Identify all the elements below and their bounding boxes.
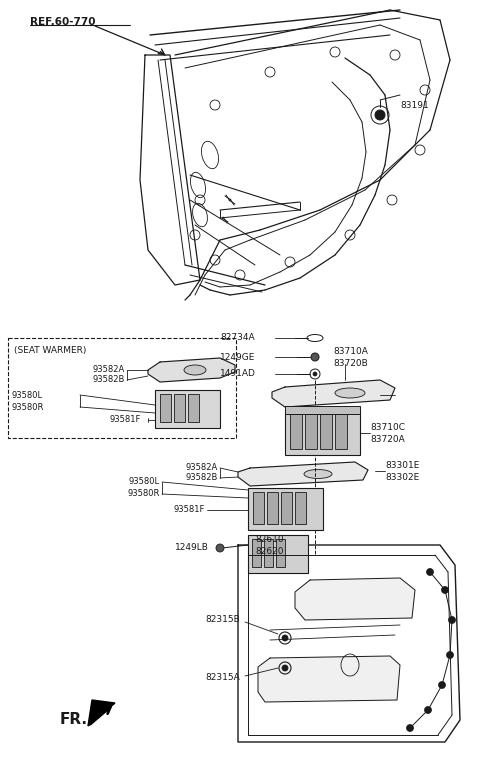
Circle shape bbox=[427, 568, 433, 575]
Bar bbox=[188, 394, 199, 422]
Text: 82620: 82620 bbox=[255, 547, 284, 556]
Circle shape bbox=[442, 587, 448, 594]
Text: 93582B: 93582B bbox=[93, 376, 125, 385]
Ellipse shape bbox=[284, 499, 289, 511]
Text: 93581F: 93581F bbox=[110, 415, 142, 424]
Text: 1249GE: 1249GE bbox=[220, 352, 255, 361]
Polygon shape bbox=[238, 545, 460, 742]
Bar bbox=[248, 488, 323, 530]
Text: 83710C: 83710C bbox=[370, 424, 405, 433]
Ellipse shape bbox=[163, 400, 168, 410]
Bar bbox=[285, 406, 360, 414]
Bar bbox=[174, 394, 185, 422]
Circle shape bbox=[375, 110, 385, 120]
Ellipse shape bbox=[177, 400, 182, 410]
Polygon shape bbox=[238, 462, 368, 486]
Text: 1249LB: 1249LB bbox=[175, 543, 209, 553]
Bar bbox=[305, 414, 317, 449]
Ellipse shape bbox=[304, 470, 332, 478]
Polygon shape bbox=[88, 700, 115, 726]
Bar bbox=[267, 492, 278, 524]
Circle shape bbox=[311, 353, 319, 361]
Polygon shape bbox=[272, 380, 395, 407]
Text: 83720B: 83720B bbox=[333, 358, 368, 367]
Ellipse shape bbox=[191, 400, 196, 410]
Text: 82315A: 82315A bbox=[205, 673, 240, 682]
Bar bbox=[8, 338, 236, 438]
Bar bbox=[281, 492, 292, 524]
Circle shape bbox=[282, 665, 288, 671]
Ellipse shape bbox=[308, 422, 314, 434]
Circle shape bbox=[216, 544, 224, 552]
Ellipse shape bbox=[184, 365, 206, 375]
Text: 93582B: 93582B bbox=[186, 474, 218, 483]
Circle shape bbox=[446, 651, 454, 659]
Circle shape bbox=[439, 682, 445, 688]
Ellipse shape bbox=[323, 422, 329, 434]
Text: 93580R: 93580R bbox=[128, 490, 160, 499]
Text: 1491AD: 1491AD bbox=[220, 370, 256, 379]
Bar bbox=[248, 535, 308, 573]
Bar bbox=[160, 394, 171, 422]
Text: 93581F: 93581F bbox=[174, 505, 205, 515]
Ellipse shape bbox=[292, 422, 300, 434]
Text: REF.60-770: REF.60-770 bbox=[30, 17, 96, 27]
Polygon shape bbox=[258, 656, 400, 702]
Text: FR.: FR. bbox=[60, 713, 88, 727]
Bar bbox=[285, 410, 360, 455]
Ellipse shape bbox=[335, 388, 365, 398]
Text: 82315B: 82315B bbox=[205, 616, 240, 625]
Bar bbox=[155, 390, 220, 428]
Bar bbox=[264, 539, 273, 567]
Text: (SEAT WARMER): (SEAT WARMER) bbox=[14, 345, 86, 354]
Text: 93580R: 93580R bbox=[12, 402, 44, 411]
Text: 82610: 82610 bbox=[255, 536, 284, 544]
Ellipse shape bbox=[269, 499, 276, 511]
Bar bbox=[252, 539, 261, 567]
Circle shape bbox=[448, 616, 456, 623]
Bar bbox=[335, 414, 347, 449]
Text: 83191: 83191 bbox=[400, 100, 429, 109]
Text: 82734A: 82734A bbox=[220, 333, 254, 342]
Text: 83301E: 83301E bbox=[385, 461, 420, 470]
Bar bbox=[290, 414, 302, 449]
Ellipse shape bbox=[255, 499, 262, 511]
Polygon shape bbox=[295, 578, 415, 620]
Text: 83720A: 83720A bbox=[370, 436, 405, 445]
Bar bbox=[320, 414, 332, 449]
Text: 93582A: 93582A bbox=[186, 464, 218, 473]
Text: 93580L: 93580L bbox=[129, 477, 160, 487]
Bar bbox=[295, 492, 306, 524]
Circle shape bbox=[424, 707, 432, 713]
Polygon shape bbox=[148, 358, 235, 382]
Circle shape bbox=[313, 372, 317, 376]
Text: 83710A: 83710A bbox=[333, 348, 368, 357]
Bar bbox=[253, 492, 264, 524]
Bar bbox=[276, 539, 285, 567]
Circle shape bbox=[407, 725, 413, 732]
Text: 83302E: 83302E bbox=[385, 473, 419, 481]
Ellipse shape bbox=[337, 422, 345, 434]
Text: 93582A: 93582A bbox=[93, 366, 125, 374]
Circle shape bbox=[282, 635, 288, 641]
Text: 93580L: 93580L bbox=[12, 390, 43, 399]
Ellipse shape bbox=[298, 499, 303, 511]
